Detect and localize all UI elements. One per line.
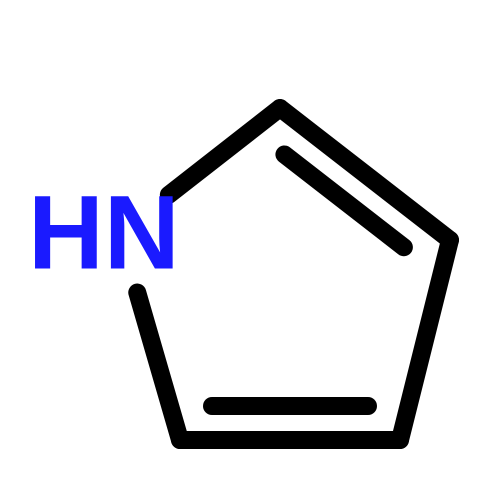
atom-label-layer: HN (28, 175, 180, 292)
atom-label-hn: HN (28, 175, 180, 292)
bond-C5-N (137, 293, 180, 440)
molecule-canvas: HN (0, 0, 500, 500)
bond-layer (137, 108, 450, 440)
bond-N-C2 (169, 108, 280, 195)
bond-C3-C4 (400, 240, 450, 440)
